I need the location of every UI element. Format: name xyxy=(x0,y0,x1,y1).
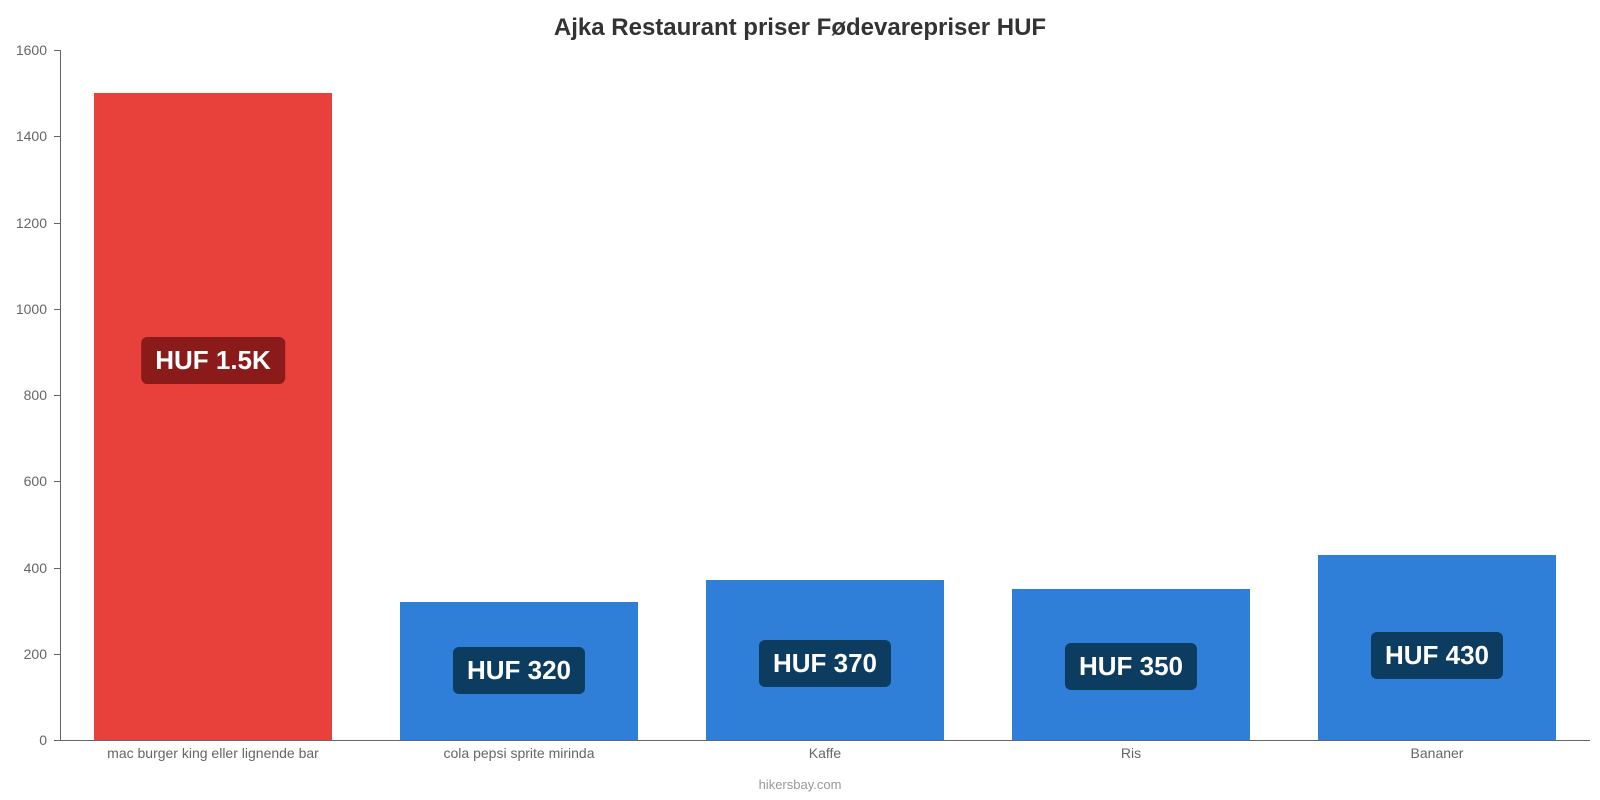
y-tick-label: 1000 xyxy=(16,301,47,317)
x-axis-labels: mac burger king eller lignende barcola p… xyxy=(60,745,1590,770)
y-tick-mark xyxy=(54,481,60,482)
y-tick-mark xyxy=(54,568,60,569)
bar-slot: HUF 1.5K xyxy=(60,50,366,740)
y-axis: 02004006008001000120014001600 xyxy=(0,50,55,740)
bar-slot: HUF 370 xyxy=(672,50,978,740)
y-tick-mark xyxy=(54,136,60,137)
x-tick-label: cola pepsi sprite mirinda xyxy=(366,745,672,761)
y-tick-mark xyxy=(54,395,60,396)
value-badge: HUF 430 xyxy=(1371,632,1503,679)
chart-title: Ajka Restaurant priser Fødevarepriser HU… xyxy=(0,14,1600,42)
chart-footer: hikersbay.com xyxy=(0,777,1600,792)
x-tick-label: mac burger king eller lignende bar xyxy=(60,745,366,761)
y-tick-mark xyxy=(54,740,60,741)
value-badge: HUF 320 xyxy=(453,647,585,694)
y-tick-label: 200 xyxy=(24,646,47,662)
bar: HUF 350 xyxy=(1012,589,1251,740)
y-tick-label: 0 xyxy=(39,732,47,748)
value-badge: HUF 1.5K xyxy=(141,337,285,384)
y-tick-label: 1600 xyxy=(16,42,47,58)
bars-area: HUF 1.5K HUF 320 HUF 370 HUF 350 HUF 430 xyxy=(60,50,1590,740)
bar-slot: HUF 430 xyxy=(1284,50,1590,740)
y-tick-label: 1400 xyxy=(16,128,47,144)
x-tick-label: Ris xyxy=(978,745,1284,761)
x-tick-label: Bananer xyxy=(1284,745,1590,761)
bar-slot: HUF 350 xyxy=(978,50,1284,740)
chart-container: Ajka Restaurant priser Fødevarepriser HU… xyxy=(0,0,1600,800)
y-tick-mark xyxy=(54,309,60,310)
bar: HUF 370 xyxy=(706,580,945,740)
value-badge: HUF 350 xyxy=(1065,643,1197,690)
y-tick-mark xyxy=(54,50,60,51)
bar-slot: HUF 320 xyxy=(366,50,672,740)
value-badge: HUF 370 xyxy=(759,640,891,687)
y-tick-label: 800 xyxy=(24,387,47,403)
bar: HUF 1.5K xyxy=(94,93,333,740)
y-tick-mark xyxy=(54,223,60,224)
x-axis-line xyxy=(60,740,1590,741)
y-tick-label: 600 xyxy=(24,473,47,489)
x-tick-label: Kaffe xyxy=(672,745,978,761)
bar: HUF 320 xyxy=(400,602,639,740)
bar: HUF 430 xyxy=(1318,555,1557,740)
y-tick-mark xyxy=(54,654,60,655)
y-tick-label: 400 xyxy=(24,560,47,576)
y-tick-label: 1200 xyxy=(16,215,47,231)
